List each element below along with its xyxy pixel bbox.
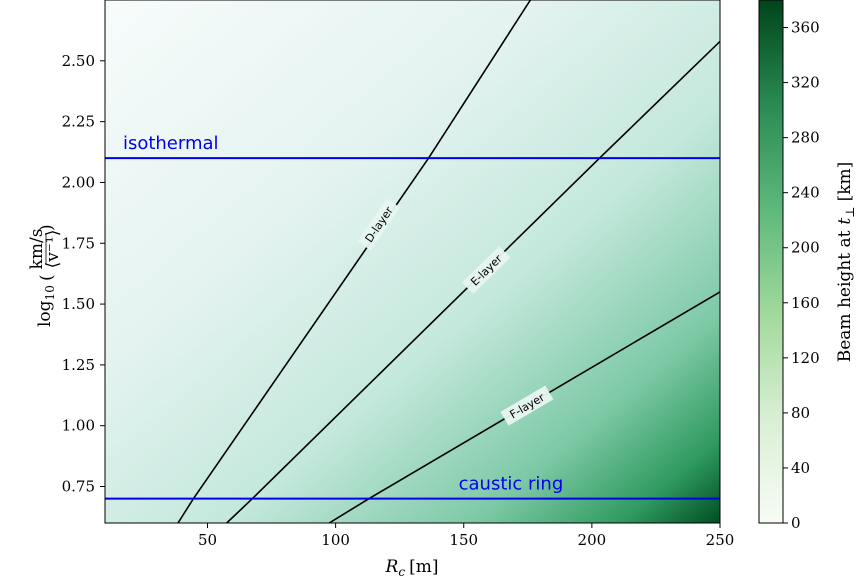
colorbar-tick-label: 80 xyxy=(791,404,810,422)
contour-label-bg xyxy=(500,385,554,426)
svg-text:): ) xyxy=(37,224,57,231)
svg-text:km/s: km/s xyxy=(27,229,47,270)
x-tick-label: 50 xyxy=(198,531,217,549)
contour-label-bg xyxy=(461,246,511,294)
svg-text:(: ( xyxy=(37,274,57,281)
colorbar xyxy=(758,0,784,524)
plot-frame xyxy=(104,0,721,524)
x-axis-label: Rc [m] xyxy=(385,557,439,579)
contour-label-bg xyxy=(357,198,400,251)
colorbar-tick-label: 280 xyxy=(791,129,820,147)
y-tick-label: 2.50 xyxy=(62,52,95,70)
x-tick-label: 200 xyxy=(578,531,607,549)
hline-label-isothermal: isothermal xyxy=(123,133,219,154)
contour-d-layer xyxy=(177,0,532,523)
x-tick-label: 150 xyxy=(449,531,478,549)
colorbar-tick-label: 160 xyxy=(791,294,820,312)
heatmap xyxy=(105,0,720,523)
colorbar-label: Beam height att⊥[km] xyxy=(835,162,857,363)
colorbar-tick-label: 40 xyxy=(791,459,810,477)
colorbar-tick-label: 0 xyxy=(791,514,801,532)
y-tick-label: 0.75 xyxy=(62,478,95,496)
colorbar-tick-label: 360 xyxy=(791,19,820,37)
y-axis-label: log10 ( km/s ⟨v⁻¹⟩ ) xyxy=(27,224,63,327)
y-tick-label: 1.75 xyxy=(62,234,95,252)
y-tick-label: 1.00 xyxy=(62,417,95,435)
colorbar-tick-label: 320 xyxy=(791,74,820,92)
x-tick-label: 250 xyxy=(706,531,735,549)
x-tick-label: 100 xyxy=(321,531,350,549)
contour-e-layer xyxy=(226,40,720,523)
colorbar-tick-label: 200 xyxy=(791,239,820,257)
y-tick-label: 2.00 xyxy=(62,173,95,191)
svg-text:Beam height att⊥[km]: Beam height att⊥[km] xyxy=(835,162,857,363)
y-tick-label: 1.25 xyxy=(62,356,95,374)
colorbar-tick-label: 120 xyxy=(791,349,820,367)
svg-text:log10: log10 xyxy=(35,285,57,327)
colorbar-tick-label: 240 xyxy=(791,184,820,202)
y-tick-label: 1.50 xyxy=(62,295,95,313)
svg-text:⟨v⁻¹⟩: ⟨v⁻¹⟩ xyxy=(43,230,63,269)
y-tick-label: 2.25 xyxy=(62,113,95,131)
hline-label-caustic-ring: caustic ring xyxy=(459,474,564,495)
